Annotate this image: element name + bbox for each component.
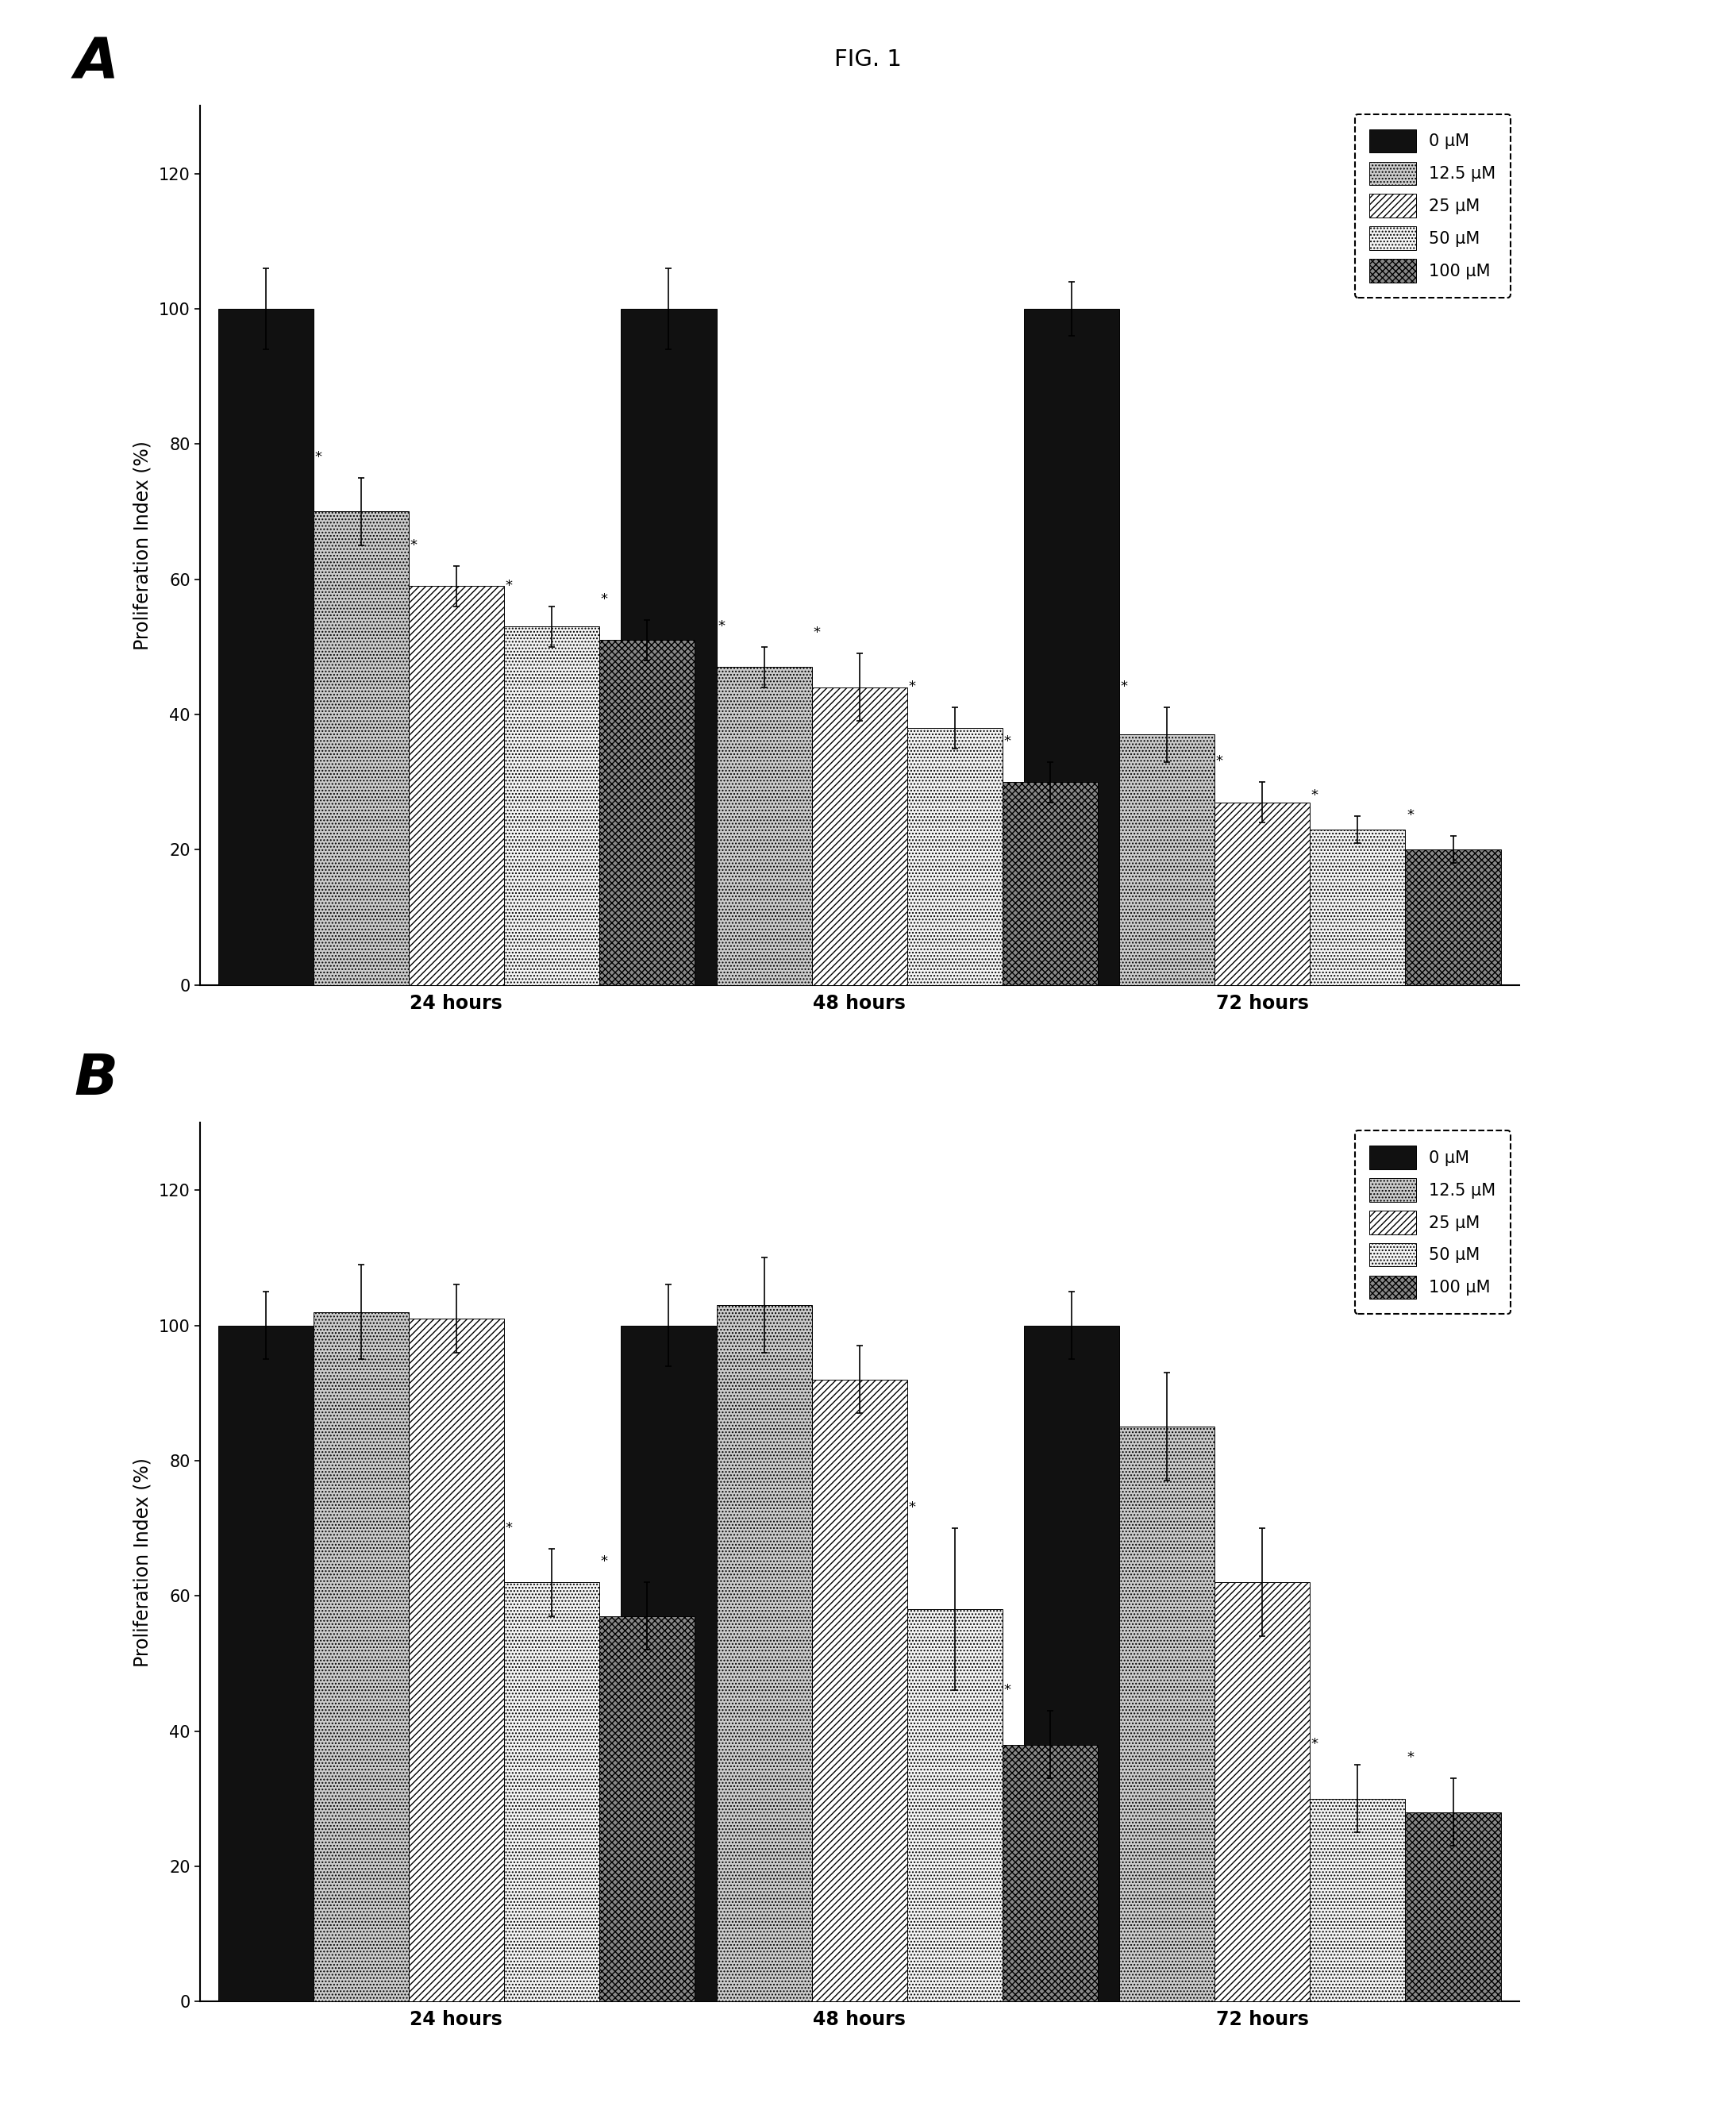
Bar: [1311, 1798, 1406, 2002]
Bar: [1215, 803, 1311, 985]
Text: *: *: [717, 618, 724, 633]
Bar: [812, 1379, 906, 2002]
Legend: 0 μM, 12.5 μM, 25 μM, 50 μM, 100 μM: 0 μM, 12.5 μM, 25 μM, 50 μM, 100 μM: [1354, 114, 1510, 297]
Text: *: *: [1003, 1684, 1010, 1697]
Legend: 0 μM, 12.5 μM, 25 μM, 50 μM, 100 μM: 0 μM, 12.5 μM, 25 μM, 50 μM, 100 μM: [1354, 1131, 1510, 1313]
Text: *: *: [1406, 1752, 1413, 1764]
Bar: [717, 1305, 812, 2002]
Bar: [717, 667, 812, 985]
Bar: [1406, 849, 1500, 985]
Bar: [1002, 1745, 1097, 2002]
Bar: [219, 309, 312, 985]
Bar: [1120, 1428, 1215, 2002]
Bar: [1406, 1813, 1500, 2002]
Text: *: *: [908, 1500, 915, 1514]
Bar: [1311, 830, 1406, 985]
Text: *: *: [908, 680, 915, 695]
Text: B: B: [75, 1053, 118, 1108]
Bar: [1024, 1326, 1120, 2002]
Bar: [1120, 735, 1215, 985]
Y-axis label: Proliferation Index (%): Proliferation Index (%): [134, 441, 153, 650]
Text: *: *: [1215, 754, 1224, 769]
Bar: [621, 1326, 717, 2002]
Bar: [906, 729, 1002, 985]
Bar: [812, 688, 906, 985]
Text: *: *: [601, 1555, 608, 1569]
Bar: [503, 1582, 599, 2002]
Text: *: *: [505, 1521, 512, 1536]
Bar: [1215, 1582, 1311, 2002]
Bar: [1024, 309, 1120, 985]
Bar: [621, 309, 717, 985]
Bar: [312, 1311, 408, 2002]
Text: *: *: [410, 538, 417, 553]
Bar: [312, 513, 408, 985]
Text: *: *: [1311, 1737, 1318, 1752]
Bar: [503, 627, 599, 985]
Text: *: *: [314, 449, 321, 464]
Bar: [408, 1320, 503, 2002]
Text: *: *: [812, 625, 819, 640]
Bar: [599, 640, 694, 985]
Bar: [599, 1616, 694, 2002]
Text: *: *: [1311, 788, 1318, 803]
Text: *: *: [1406, 809, 1413, 822]
Y-axis label: Proliferation Index (%): Proliferation Index (%): [134, 1457, 153, 1667]
Bar: [1002, 782, 1097, 985]
Text: FIG. 1: FIG. 1: [835, 49, 901, 70]
Text: *: *: [1121, 680, 1128, 695]
Bar: [906, 1610, 1002, 2002]
Text: *: *: [1003, 735, 1010, 748]
Bar: [219, 1326, 312, 2002]
Text: *: *: [601, 591, 608, 606]
Text: *: *: [505, 578, 512, 593]
Text: A: A: [75, 36, 118, 91]
Bar: [408, 587, 503, 985]
